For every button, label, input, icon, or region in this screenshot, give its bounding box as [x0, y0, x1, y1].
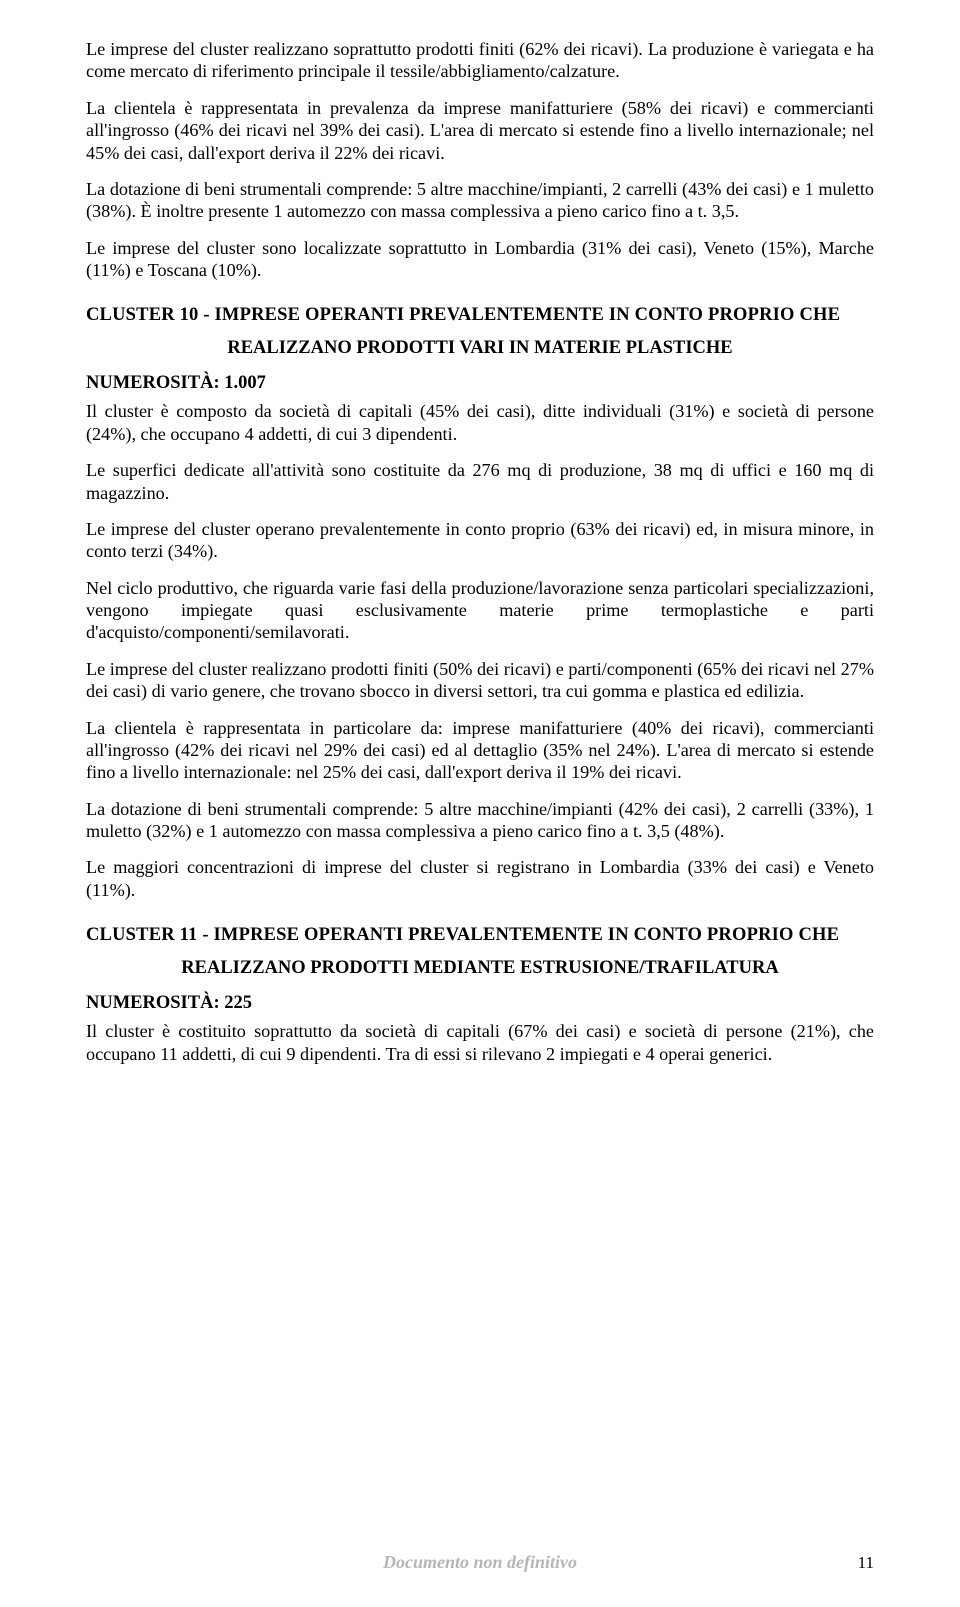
body-paragraph: Le imprese del cluster operano prevalent…	[86, 518, 874, 563]
body-paragraph: Le imprese del cluster realizzano prodot…	[86, 658, 874, 703]
footer-title: Documento non definitivo	[86, 1552, 874, 1573]
cluster-11-heading: CLUSTER 11 - IMPRESE OPERANTI PREVALENTE…	[86, 925, 874, 946]
body-paragraph: Le superfici dedicate all'attività sono …	[86, 459, 874, 504]
body-paragraph: La dotazione di beni strumentali compren…	[86, 798, 874, 843]
body-paragraph: Nel ciclo produttivo, che riguarda varie…	[86, 577, 874, 644]
cluster-10-numerosita: NUMEROSITÀ: 1.007	[86, 373, 874, 394]
cluster-11-heading-text: CLUSTER 11 - IMPRESE OPERANTI PREVALENTE…	[86, 925, 839, 945]
body-paragraph: La clientela è rappresentata in particol…	[86, 717, 874, 784]
cluster-10-subheading: REALIZZANO PRODOTTI VARI IN MATERIE PLAS…	[86, 338, 874, 359]
page-footer: Documento non definitivo 11	[86, 1552, 874, 1573]
body-paragraph: Le imprese del cluster sono localizzate …	[86, 237, 874, 282]
body-paragraph: Le maggiori concentrazioni di imprese de…	[86, 856, 874, 901]
cluster-11-subheading: REALIZZANO PRODOTTI MEDIANTE ESTRUSIONE/…	[86, 958, 874, 979]
body-paragraph: Le imprese del cluster realizzano soprat…	[86, 38, 874, 83]
footer-page-number: 11	[858, 1553, 874, 1573]
body-paragraph: Il cluster è composto da società di capi…	[86, 400, 874, 445]
body-paragraph: Il cluster è costituito soprattutto da s…	[86, 1020, 874, 1065]
cluster-10-heading: CLUSTER 10 - IMPRESE OPERANTI PREVALENTE…	[86, 305, 874, 326]
body-paragraph: La clientela è rappresentata in prevalen…	[86, 97, 874, 164]
cluster-10-heading-text: CLUSTER 10 - IMPRESE OPERANTI PREVALENTE…	[86, 305, 840, 325]
body-paragraph: La dotazione di beni strumentali compren…	[86, 178, 874, 223]
cluster-11-numerosita: NUMEROSITÀ: 225	[86, 993, 874, 1014]
document-page: Le imprese del cluster realizzano soprat…	[0, 0, 960, 1607]
